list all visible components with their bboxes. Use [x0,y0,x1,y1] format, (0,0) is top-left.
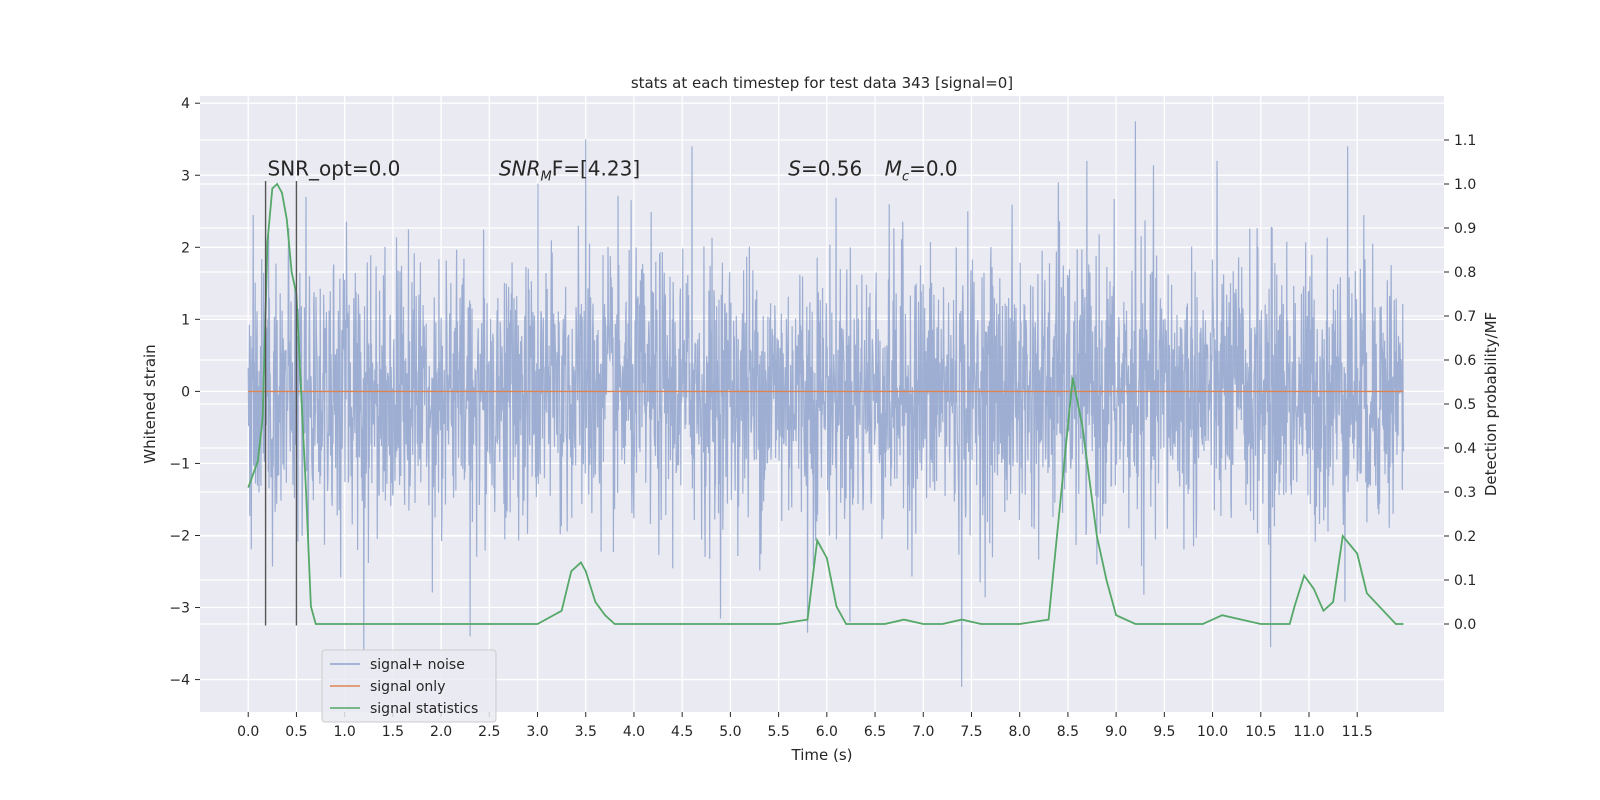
legend-label-signal-statistics: signal statistics [370,701,478,717]
x-tick-label-16: 8.0 [1009,724,1031,740]
y-left-tick-label-3: −1 [169,456,190,472]
x-tick-label-5: 2.5 [478,724,500,740]
series-signal-noise [247,121,1405,687]
x-tick-label-21: 10.5 [1245,724,1276,740]
series-signal-statistics [247,182,1404,625]
x-axis-ticks: 0.0 0.5 1.0 1.5 2.0 2.5 3.0 3.5 4.0 4.5 5.0 5.5 6.0 6… [237,712,1373,740]
y-axis-label-right: Detection probability/MF [1482,312,1500,496]
chart-title: stats at each timestep for test data 343… [631,74,1013,92]
annotation-mc-sub: c [902,169,909,184]
vertical-markers [264,181,298,626]
x-tick-label-20: 10.0 [1197,724,1228,740]
y-right-tick-label-6: 0.6 [1454,353,1476,369]
y-left-tick-label-6: 2 [181,240,190,256]
noise-line [247,121,1405,687]
x-tick-label-3: 1.5 [382,724,404,740]
y-left-tick-label-2: −2 [169,528,190,544]
y-axis-label-left: Whitened strain [141,344,159,463]
legend-label-signal-noise: signal+ noise [370,657,465,673]
annotation-mc-value: =0.0 [909,156,958,180]
x-tick-label-6: 3.0 [526,724,548,740]
x-tick-label-17: 8.5 [1057,724,1079,740]
annotation-mc: Mc=0.0 [885,156,958,184]
annotation-snr-mf-value: F=[4.23] [552,156,640,180]
x-tick-label-12: 6.0 [816,724,838,740]
y-right-tick-label-9: 0.9 [1454,221,1476,237]
annotation-s: S=0.56 [788,156,862,180]
legend: signal+ noise signal only signal statist… [321,649,497,723]
y-right-tick-label-4: 0.4 [1454,441,1476,457]
x-tick-label-14: 7.0 [912,724,934,740]
signal-statistics-line [247,182,1404,625]
annotation-s-value: =0.56 [801,156,862,180]
annotation-s-symbol: S [788,156,801,180]
y-right-tick-label-2: 0.2 [1454,529,1476,545]
x-tick-label-2: 1.0 [334,724,356,740]
x-tick-label-0: 0.0 [237,724,259,740]
y-right-tick-label-7: 0.7 [1454,309,1476,325]
y-right-tick-label-0: 0.0 [1454,617,1476,633]
legend-label-signal-only: signal only [370,679,445,695]
x-tick-label-13: 6.5 [864,724,886,740]
x-tick-label-7: 3.5 [575,724,597,740]
annotations: SNR_opt=0.0 SNRMF=[4.23] S=0.56 Mc=0.0 [268,156,958,184]
x-tick-label-15: 7.5 [960,724,982,740]
x-tick-label-22: 11.0 [1293,724,1324,740]
annotation-snr-mf: SNRMF=[4.23] [499,156,640,184]
y-axis-left-ticks: −4 −3 −2 −1 0 1 2 3 4 [169,96,200,689]
x-tick-label-11: 5.5 [767,724,789,740]
y-right-tick-label-3: 0.3 [1454,485,1476,501]
annotation-snr-mf-sub: M [541,169,552,184]
x-tick-label-1: 0.5 [285,724,307,740]
x-tick-label-19: 9.5 [1153,724,1175,740]
y-right-tick-label-11: 1.1 [1454,133,1476,149]
y-left-tick-label-5: 1 [181,312,190,328]
x-tick-label-23: 11.5 [1342,724,1373,740]
y-right-tick-label-5: 0.5 [1454,397,1476,413]
annotation-mc-symbol: M [885,156,902,180]
x-tick-label-8: 4.0 [623,724,645,740]
y-left-tick-label-8: 4 [181,96,190,112]
x-axis-label: Time (s) [791,746,853,764]
y-right-tick-label-1: 0.1 [1454,573,1476,589]
y-left-tick-label-4: 0 [181,384,190,400]
x-tick-label-4: 2.0 [430,724,452,740]
x-tick-label-10: 5.0 [719,724,741,740]
y-right-tick-label-8: 0.8 [1454,265,1476,281]
y-axis-right-ticks: 0.0 0.1 0.2 0.3 0.4 0.5 0.6 0.7 0.8 0.9 1.0 1.1 [1444,133,1476,633]
y-left-tick-label-7: 3 [181,168,190,184]
annotation-snr-opt: SNR_opt=0.0 [268,156,401,180]
annotation-snr-mf-base: SNR [499,156,541,180]
y-left-tick-label-0: −4 [169,673,190,689]
y-left-tick-label-1: −3 [169,601,190,617]
x-tick-label-9: 4.5 [671,724,693,740]
y-right-tick-label-10: 1.0 [1454,177,1476,193]
legend-box [321,649,497,723]
x-tick-label-18: 9.0 [1105,724,1127,740]
